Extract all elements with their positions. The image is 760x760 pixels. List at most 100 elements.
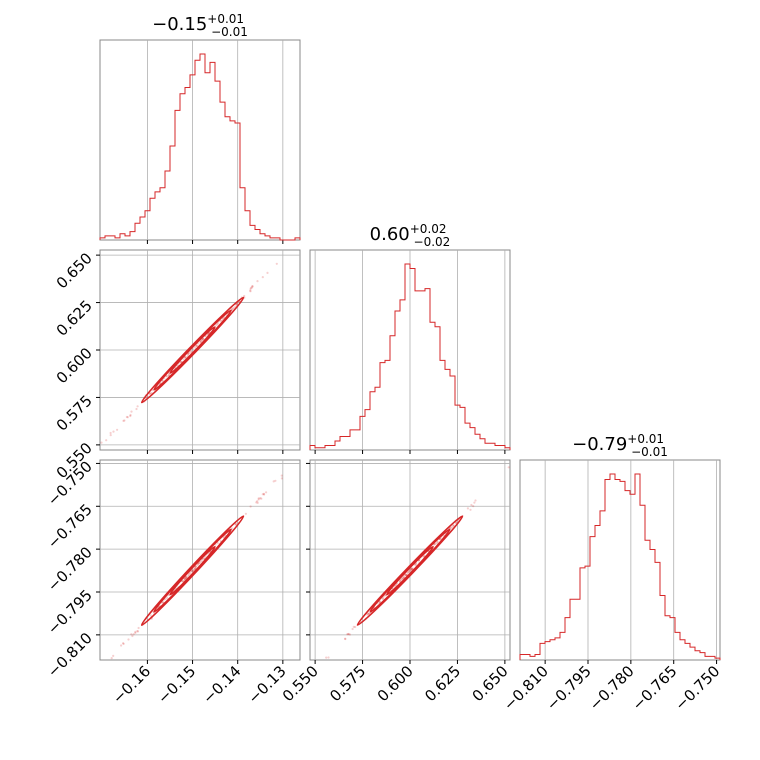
sample-point (199, 341, 202, 344)
sample-point (249, 286, 253, 289)
sample-point (452, 524, 455, 527)
sample-point (191, 569, 194, 573)
x-tick-label-3-4: −0.750 (671, 662, 723, 714)
sample-point (183, 577, 186, 580)
sample-point (439, 538, 442, 541)
sample-point (399, 578, 403, 582)
sample-point (275, 262, 278, 265)
sample-point (244, 512, 247, 515)
sample-point (110, 657, 113, 660)
y-tick-label-3-3: −0.765 (44, 500, 96, 552)
sample-point (398, 580, 402, 583)
sample-point (100, 441, 103, 444)
sample-point (280, 474, 283, 477)
sample-point (112, 654, 115, 658)
sample-point (184, 356, 187, 359)
panel-title-2: 0.60+0.02 −0.02 (370, 222, 451, 249)
sample-point (126, 416, 129, 419)
sample-point (378, 600, 381, 603)
sample-point (120, 644, 123, 647)
sample-point (199, 560, 202, 563)
panel-frame (99, 39, 301, 241)
histogram-panel-3: −0.79+0.01 −0.01 (519, 432, 721, 664)
sample-point (410, 567, 413, 570)
sample-point (366, 612, 369, 615)
histogram-step-1 (99, 53, 301, 241)
sample-point (132, 633, 135, 636)
sample-point (348, 633, 351, 636)
y-tick-label-2-4: 0.650 (53, 249, 96, 292)
sample-point (473, 501, 476, 504)
sample-point (251, 286, 254, 289)
sample-point (325, 656, 328, 659)
y-tick-label-2-1: 0.575 (53, 392, 96, 435)
sample-point (191, 569, 194, 572)
sample-point (257, 497, 260, 500)
sample-point (367, 612, 370, 616)
sample-point (134, 631, 137, 635)
panel-frame (519, 459, 721, 661)
sample-point (167, 593, 170, 597)
sample-point (280, 477, 283, 480)
sample-point (259, 497, 262, 500)
sample-point (146, 395, 149, 398)
panel-frame (99, 459, 301, 661)
x-tick-label-2-1: 0.575 (326, 662, 369, 705)
sample-point (136, 630, 139, 633)
sample-point (402, 576, 405, 580)
sample-point (234, 523, 237, 526)
sample-point (274, 479, 277, 482)
histogram-step-3 (519, 473, 721, 660)
y-tick-label-3-0: −0.810 (44, 629, 96, 681)
sample-point (415, 563, 418, 566)
sample-point (409, 568, 412, 571)
y-tick-label-3-1: −0.795 (44, 586, 96, 638)
sample-point (347, 633, 350, 636)
sample-point (202, 337, 205, 340)
sample-point (410, 567, 413, 570)
sample-point (188, 351, 191, 355)
sample-point (249, 287, 252, 290)
sample-point (127, 638, 130, 641)
sample-point (235, 523, 238, 526)
sample-point (136, 630, 140, 633)
sample-point (198, 561, 201, 565)
sample-point (122, 419, 125, 422)
sample-point (450, 526, 454, 529)
x-tick-label-1-3: −0.13 (244, 662, 289, 707)
x-tick-label-2-0: 0.550 (279, 662, 322, 705)
sample-point (195, 344, 198, 348)
sample-point (136, 405, 139, 408)
sample-point (404, 573, 407, 576)
sample-point (109, 434, 112, 437)
sample-point (149, 614, 152, 617)
sample-point (134, 630, 137, 634)
sample-point (263, 493, 266, 496)
sample-point (187, 573, 190, 576)
sample-point (249, 505, 252, 508)
sample-point (148, 392, 151, 395)
sample-point (255, 501, 258, 504)
scatter-panel-3-2 (306, 459, 511, 664)
sample-point (168, 373, 171, 376)
scatter-panel-3-1 (96, 459, 301, 664)
sample-point (272, 480, 275, 483)
sample-point (352, 625, 355, 629)
sample-point (164, 597, 167, 601)
sample-point (351, 627, 354, 631)
panel-title-1: −0.15+0.01 −0.01 (152, 12, 248, 39)
sample-point (184, 576, 188, 579)
sample-point (130, 410, 133, 413)
x-tick-label-3-2: −0.780 (586, 662, 638, 714)
sample-point (231, 307, 234, 310)
sample-point (470, 503, 473, 507)
sample-point (346, 633, 349, 636)
sample-point (344, 637, 347, 640)
sample-point (230, 307, 233, 311)
y-tick-label-3-2: −0.780 (44, 543, 96, 595)
sample-point (474, 499, 477, 502)
sample-point (262, 492, 265, 495)
sample-point (402, 576, 405, 579)
sample-point (249, 290, 252, 293)
sample-point (109, 431, 112, 435)
